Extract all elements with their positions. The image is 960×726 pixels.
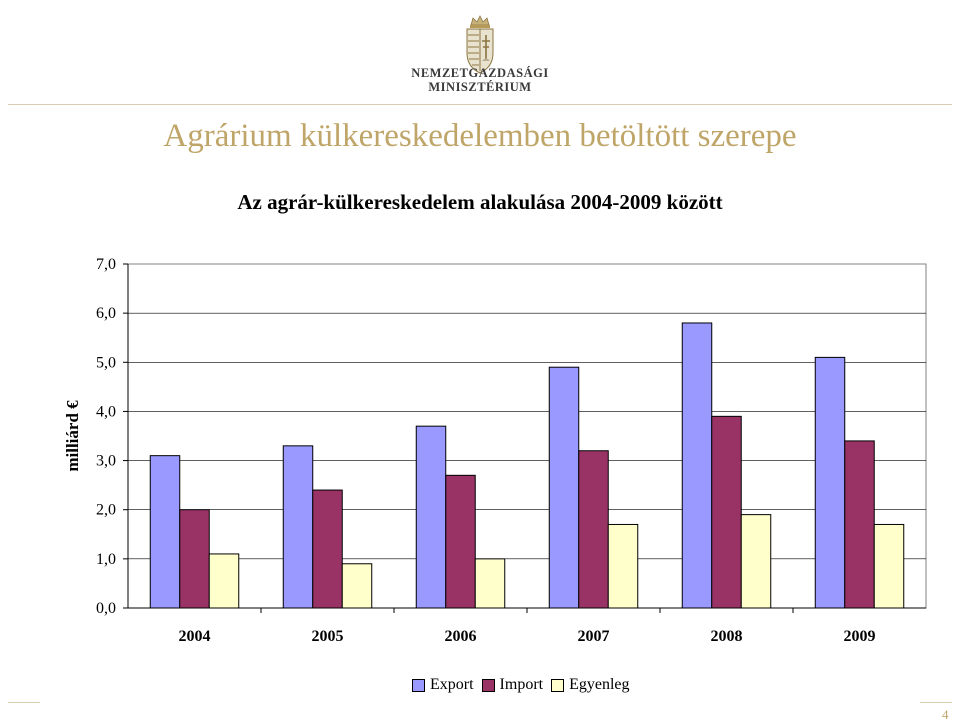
hungarian-coat-of-arms-icon: [466, 15, 494, 74]
x-tick-label: 2006: [445, 628, 477, 645]
bar-import-2006: [445, 474, 476, 609]
y-tick-label: 7,0: [96, 256, 116, 273]
ministry-name-line1: NEMZETGAZDASÁGI: [411, 66, 549, 80]
y-tick-label: 0,0: [96, 600, 116, 617]
legend-item-balance: Egyenleg: [551, 676, 630, 694]
slide-title: Agrárium külkereskedelemben betöltött sz…: [163, 118, 797, 154]
bar-egyenleg-2004: [208, 553, 240, 609]
bar-import-2008: [711, 415, 742, 609]
bar-export-2007: [548, 366, 580, 609]
footer-divider-right: [920, 702, 952, 703]
bar-export-2005: [282, 445, 314, 609]
bar-export-2006: [415, 425, 447, 609]
legend-swatch-export: [412, 678, 425, 692]
y-tick-label: 3,0: [96, 453, 116, 470]
coat-of-arms-logo: [466, 15, 494, 74]
bar-import-2005: [312, 489, 343, 609]
bar-egyenleg-2007: [607, 523, 639, 609]
legend-item-import: Import: [481, 676, 544, 694]
chart-legend: Export Import Egyenleg: [412, 676, 638, 694]
x-tick-label: 2008: [711, 628, 743, 645]
page-number: 4: [942, 707, 949, 722]
x-tick-label: 2009: [844, 628, 876, 645]
y-tick-label: 4,0: [96, 403, 116, 420]
legend-label-export: Export: [430, 676, 474, 693]
legend-item-export: Export: [412, 676, 474, 694]
bar-export-2008: [681, 322, 713, 609]
x-tick-label: 2005: [312, 628, 344, 645]
header-divider: [8, 104, 952, 105]
legend-label-import: Import: [499, 676, 544, 693]
legend-swatch-import: [481, 678, 495, 692]
ministry-name-line2: MINISZTÉRIUM: [428, 80, 532, 94]
y-tick-label: 6,0: [96, 305, 116, 322]
bar-egyenleg-2005: [341, 563, 373, 609]
legend-label-balance: Egyenleg: [569, 676, 630, 693]
y-tick-label: 2,0: [96, 502, 116, 519]
bar-export-2009: [814, 356, 846, 609]
footer-divider-left: [8, 702, 40, 703]
bar-import-2004: [179, 509, 210, 609]
legend-swatch-balance: [551, 678, 565, 692]
bar-egyenleg-2006: [474, 558, 506, 609]
x-tick-label: 2007: [578, 628, 610, 645]
bar-egyenleg-2009: [873, 523, 905, 609]
bar-egyenleg-2008: [740, 514, 772, 609]
y-tick-label: 5,0: [96, 354, 116, 371]
bar-export-2004: [149, 455, 181, 609]
bar-import-2007: [578, 450, 609, 609]
x-tick-label: 2004: [179, 628, 211, 645]
plot-area: [127, 263, 927, 609]
y-tick-label: 1,0: [96, 551, 116, 568]
chart-title: Az agrár-külkereskedelem alakulása 2004-…: [237, 190, 723, 214]
y-axis-label: milliárd €: [63, 400, 82, 472]
bar-import-2009: [844, 440, 875, 609]
